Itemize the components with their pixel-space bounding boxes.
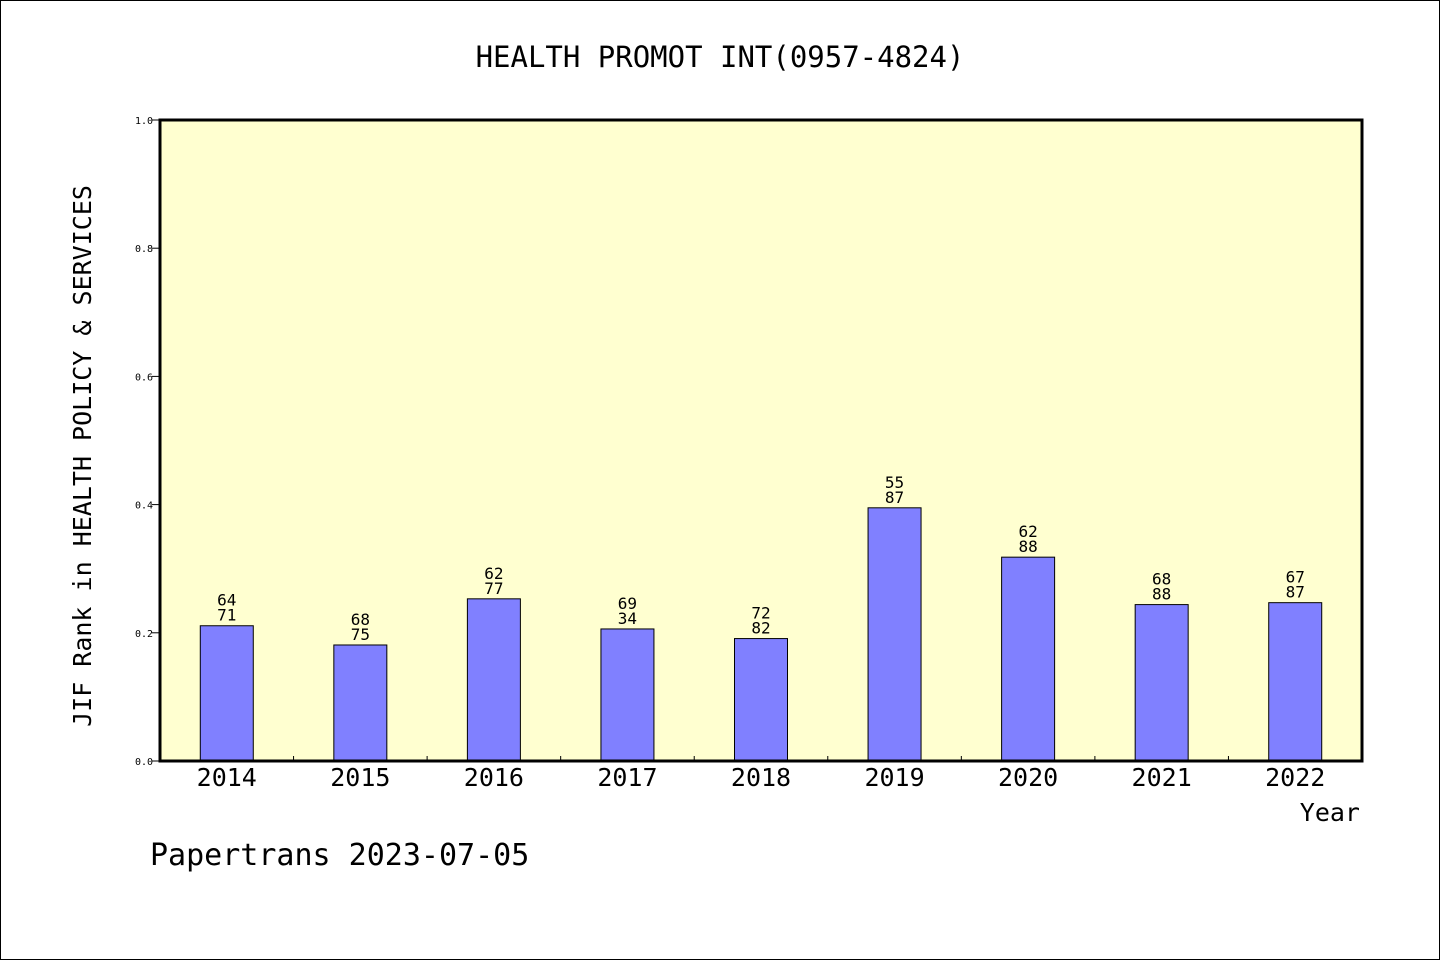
y-tick-label: 0.4	[135, 501, 153, 512]
data-label-bottom-2017: 34	[618, 609, 637, 628]
x-tick-label-2022: 2022	[1265, 763, 1325, 792]
data-label-bottom-2015: 75	[351, 625, 370, 644]
data-label-bottom-2016: 77	[484, 579, 503, 598]
data-label-top-2019: 55	[885, 473, 904, 492]
data-label-bottom-2020: 88	[1018, 537, 1037, 556]
data-label-top-2020: 62	[1018, 522, 1037, 541]
x-tick-label-2021: 2021	[1132, 763, 1192, 792]
y-tick-label: 0.0	[135, 757, 153, 768]
x-axis-label: Year	[1300, 798, 1360, 827]
data-label-top-2015: 68	[351, 610, 370, 629]
data-label-top-2022: 67	[1286, 568, 1305, 587]
x-axis: 2014 2015 2016 2017 2018 2019 2020 2021 2022	[197, 756, 1325, 792]
bar-2018	[734, 638, 788, 762]
bar-2020	[1001, 556, 1056, 762]
data-label-top-2021: 68	[1152, 570, 1171, 589]
y-axis: 0.0 0.2 0.4 0.6 0.8 1.0	[135, 116, 160, 768]
x-tick-label-2019: 2019	[864, 763, 924, 792]
x-tick-label-2017: 2017	[597, 763, 657, 792]
y-axis-label: JIF Rank in HEALTH POLICY & SERVICES	[68, 185, 97, 727]
x-tick-label-2014: 2014	[197, 763, 257, 792]
bar-2019	[867, 507, 922, 762]
y-tick-label: 0.2	[135, 629, 153, 640]
bar-2016	[466, 598, 521, 762]
x-tick-label-2015: 2015	[330, 763, 390, 792]
y-tick-label: 1.0	[135, 116, 153, 127]
y-tick-label: 0.6	[135, 372, 153, 383]
x-tick-label-2016: 2016	[464, 763, 524, 792]
data-label-top-2018: 72	[751, 604, 770, 623]
data-label-bottom-2021: 88	[1152, 585, 1171, 604]
plot-border	[158, 118, 1364, 763]
data-label-top-2017: 69	[618, 594, 637, 613]
bar-2021	[1134, 604, 1189, 762]
bar-2022	[1268, 602, 1323, 762]
bar-2014	[199, 625, 254, 762]
chart-title: HEALTH PROMOT INT(0957-4824)	[476, 40, 965, 74]
data-label-bottom-2019: 87	[885, 488, 904, 507]
bar-2015	[333, 644, 388, 762]
data-label-bottom-2014: 71	[217, 606, 236, 625]
data-label-top-2014: 64	[217, 591, 236, 610]
x-tick-label-2020: 2020	[998, 763, 1058, 792]
y-tick-label: 0.8	[135, 244, 153, 255]
data-label-bottom-2022: 87	[1286, 583, 1305, 602]
data-label-top-2016: 62	[484, 564, 503, 583]
x-tick-label-2018: 2018	[731, 763, 791, 792]
bar-2017	[600, 628, 655, 762]
footer-note: Papertrans 2023-07-05	[150, 838, 529, 873]
bars-group	[199, 507, 1323, 762]
data-label-bottom-2018: 82	[751, 619, 770, 638]
